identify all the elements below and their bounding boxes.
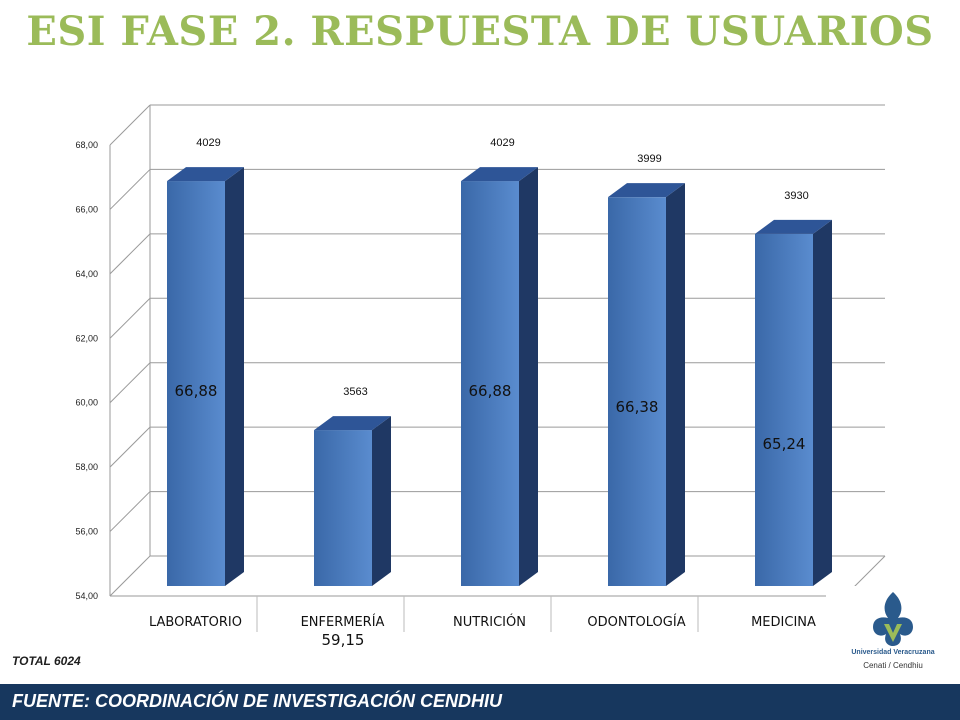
y-tick-label: 54,00	[75, 591, 98, 601]
x-tick-label: ENFERMERÍA	[301, 614, 385, 630]
y-tick-label: 60,00	[75, 398, 98, 408]
x-tick-label: ODONTOLOGÍA	[587, 614, 685, 630]
y-tick-label: 58,00	[75, 462, 98, 472]
bar-count-label: 4029	[490, 137, 514, 149]
bar	[167, 181, 225, 586]
bar-value-label: 66,88	[175, 382, 218, 400]
bar-side	[225, 167, 244, 586]
bar-count-label: 3930	[784, 190, 808, 202]
gridline-diagonal	[109, 233, 151, 275]
bar-count-label: 3999	[637, 153, 661, 165]
gridline-diagonal	[109, 426, 151, 468]
logo-subtitle-text: Cenati / Cendhiu	[863, 661, 923, 670]
bar-count-label: 3563	[343, 386, 367, 398]
bar-value-label: 66,38	[616, 398, 659, 416]
gridline-diagonal	[109, 555, 151, 597]
gridline-diagonal	[109, 362, 151, 404]
bar-top	[461, 167, 538, 182]
gridline-diagonal	[109, 169, 151, 210]
chart-bars	[167, 167, 832, 587]
footer-bar: FUENTE: COORDINACIÓN DE INVESTIGACIÓN CE…	[0, 684, 960, 720]
y-tick-label: 62,00	[75, 333, 98, 343]
y-tick-label: 68,00	[75, 140, 98, 150]
bar-count-label: 4029	[196, 137, 220, 149]
y-axis-ticks: 54,00 56,00 58,00 60,00 62,00 64,00 66,00 68,00	[75, 140, 98, 601]
bar-top	[314, 416, 391, 431]
bar-side	[372, 416, 391, 586]
footer-source-text: FUENTE: COORDINACIÓN DE INVESTIGACIÓN CE…	[12, 691, 503, 711]
chart-labels: 66,88 4029 LABORATORIO 59,15 3563 ENFERMERÍA 6…	[149, 137, 816, 649]
bar	[314, 430, 372, 586]
y-tick-label: 66,00	[75, 204, 98, 214]
x-tick-label: MEDICINA	[751, 615, 816, 630]
page-title: ESI FASE 2. RESPUESTA DE USUARIOS	[26, 8, 934, 55]
x-tick-label: NUTRICIÓN	[453, 614, 526, 630]
bar-side	[813, 219, 832, 586]
gridline-diagonal	[109, 297, 151, 339]
bar-value-label: 66,88	[469, 382, 512, 400]
bar-value-label: 65,24	[763, 435, 806, 453]
bar-top	[755, 219, 832, 234]
logo-university-text: Universidad Veracruzana	[851, 649, 935, 656]
bar	[461, 181, 519, 586]
x-tick-label: LABORATORIO	[149, 615, 242, 630]
bar-value-label: 59,15	[322, 631, 365, 649]
universidad-veracruzana-logo-icon	[873, 592, 913, 646]
bar	[755, 233, 813, 586]
y-tick-label: 64,00	[75, 269, 98, 279]
bar-top	[167, 167, 244, 182]
bar-side	[666, 183, 685, 587]
bar	[608, 197, 666, 587]
total-label: TOTAL 6024	[12, 654, 81, 668]
bar-top	[608, 183, 685, 198]
university-logo: Universidad Veracruzana Cenati / Cendhiu	[826, 586, 960, 684]
gridline-diagonal	[109, 491, 151, 532]
y-tick-label: 56,00	[75, 527, 98, 537]
bar-side	[519, 167, 538, 586]
gridline-diagonal	[109, 104, 151, 146]
